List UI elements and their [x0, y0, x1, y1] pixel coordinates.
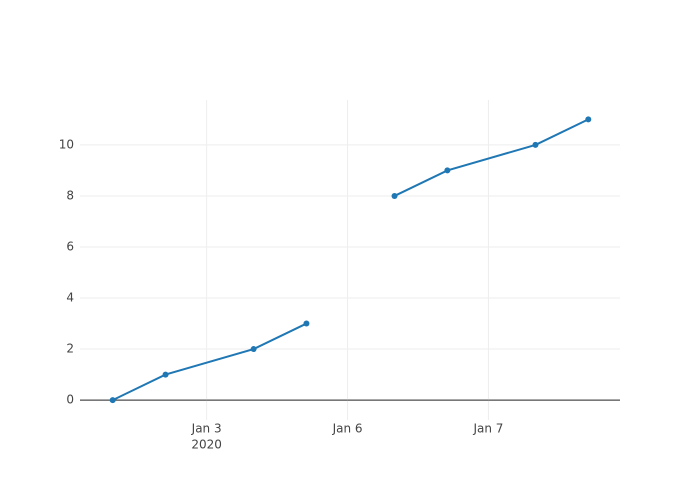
point	[250, 346, 257, 353]
point	[391, 192, 398, 199]
x-tick-label: Jan 6	[332, 422, 363, 436]
point	[303, 320, 310, 327]
line	[112, 118, 589, 401]
x-tick-label: Jan 3	[191, 422, 222, 436]
point	[444, 167, 451, 174]
point	[109, 397, 116, 404]
point	[162, 371, 169, 378]
point	[585, 116, 592, 123]
point	[532, 141, 539, 148]
y-tick-label: 0	[66, 393, 74, 407]
y-tick-label: 4	[66, 291, 74, 305]
y-tick-label: 2	[66, 342, 74, 356]
y-tick-label: 6	[66, 239, 74, 253]
x-year-label: 2020	[191, 438, 222, 452]
y-tick-label: 10	[59, 137, 74, 151]
y-tick-label: 8	[66, 188, 74, 202]
x-tick-label: Jan 7	[472, 422, 503, 436]
